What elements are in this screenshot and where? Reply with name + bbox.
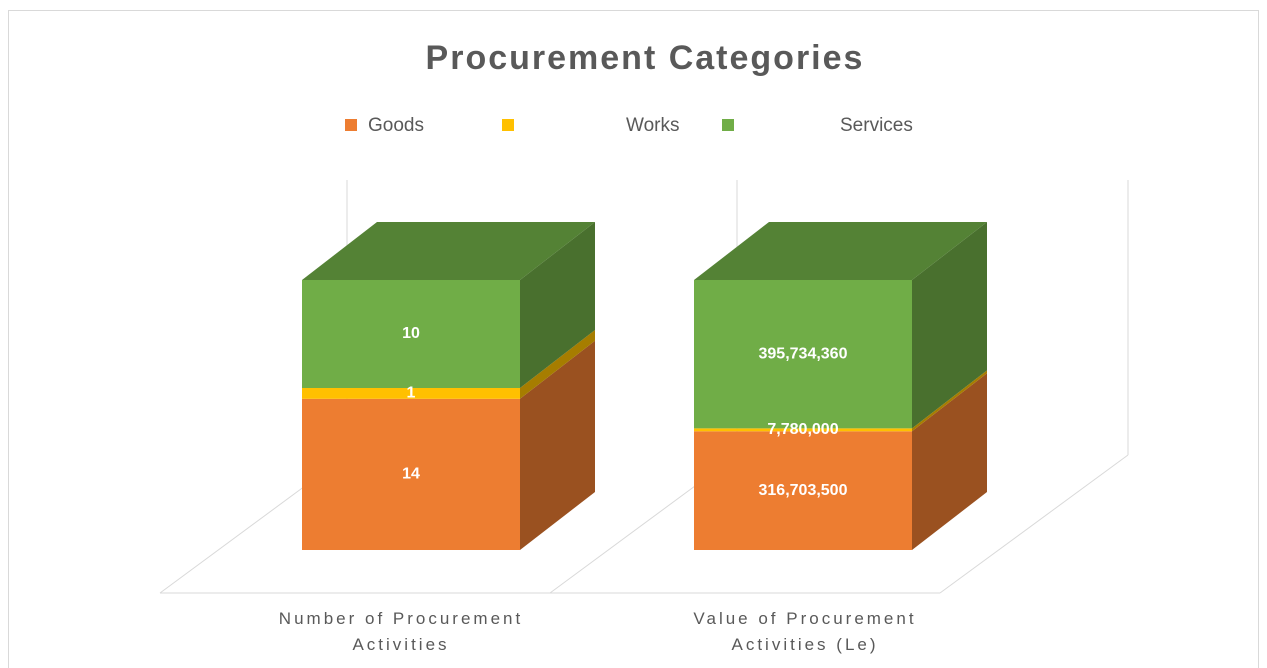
data-label: 14 [402,466,420,483]
bar [302,280,520,388]
bar-top-face [302,222,595,280]
bar-top-face [694,222,987,280]
bar [694,280,912,429]
bar-side-face [912,370,987,432]
data-label: 316,703,500 [759,482,848,499]
bar [302,388,520,399]
chart-title: Procurement Categories [426,39,865,77]
data-label: 10 [402,325,420,342]
bar [694,431,912,550]
bar-side-face [520,330,595,399]
legend-swatch [722,119,734,131]
bar-side-face [520,222,595,388]
bar [694,428,912,432]
x-tick-label: Number of Procurement Activities [278,609,524,654]
x-tick-label: Value of Procurement Activities (Le) [693,609,917,654]
data-label: 7,780,000 [767,421,838,438]
legend-label: Works [626,115,679,136]
chart-border [8,10,1259,668]
data-label: 395,734,360 [759,345,848,362]
chart-walls [159,180,1129,594]
bar-side-face [912,373,987,550]
bar-side-face [912,222,987,429]
legend-swatch [345,119,357,131]
bar [302,398,520,550]
legend-label: Goods [368,115,424,136]
bar-side-face [520,340,595,550]
data-label: 1 [407,385,416,402]
legend-swatch [502,119,514,131]
legend-label: Services [840,115,913,136]
